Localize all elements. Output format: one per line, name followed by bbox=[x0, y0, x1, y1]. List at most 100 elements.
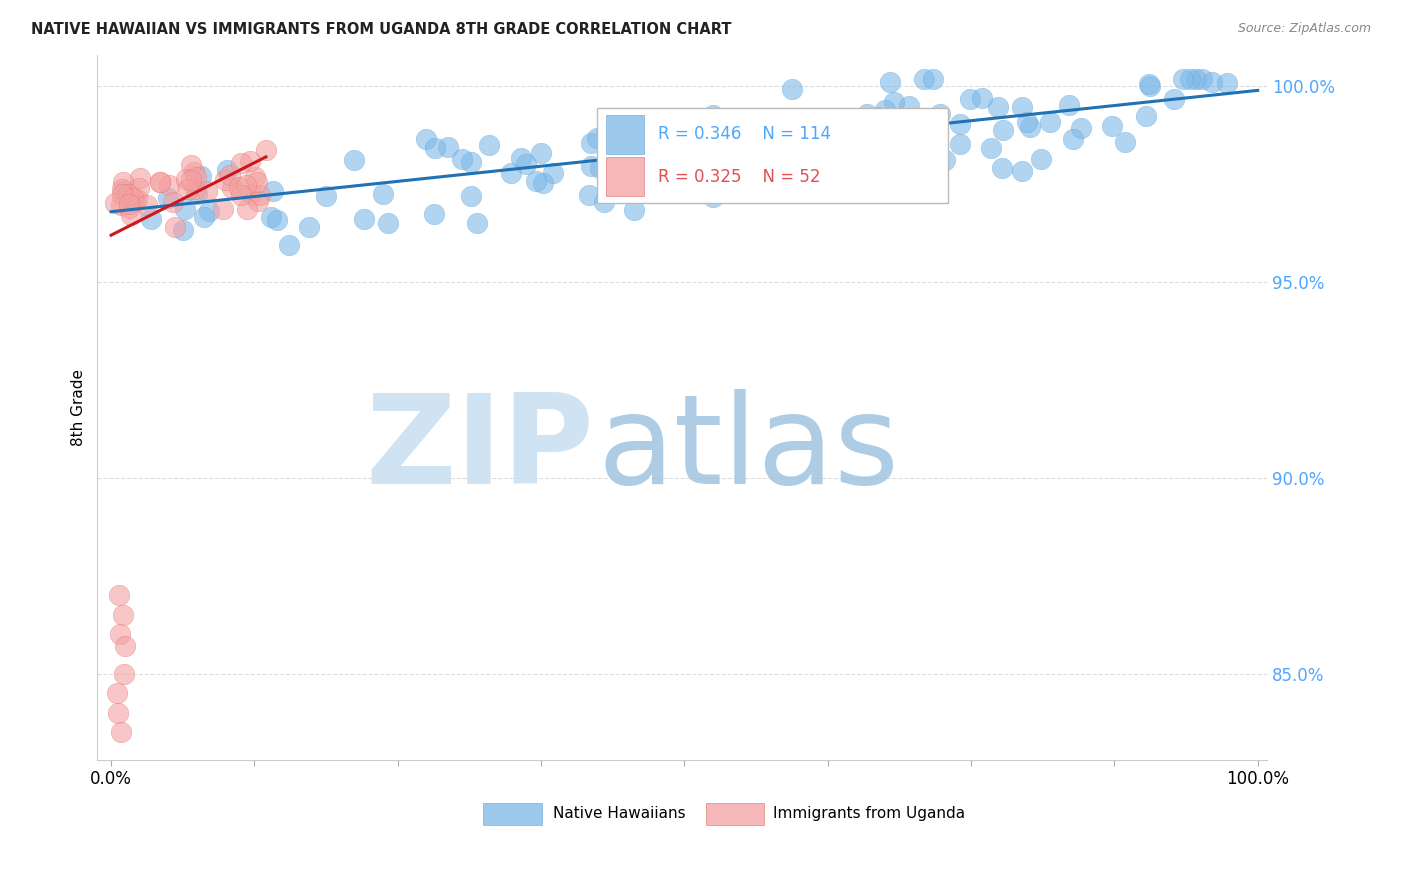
Point bbox=[531, 176, 554, 190]
Point bbox=[1135, 109, 1157, 123]
Point bbox=[634, 161, 657, 175]
Point bbox=[111, 607, 134, 622]
FancyBboxPatch shape bbox=[706, 803, 763, 825]
Point bbox=[993, 123, 1015, 137]
Point bbox=[117, 201, 139, 215]
Point bbox=[934, 153, 956, 168]
Point bbox=[112, 666, 135, 681]
Point bbox=[105, 686, 128, 700]
Point bbox=[174, 171, 197, 186]
Point bbox=[645, 131, 668, 145]
Point bbox=[120, 194, 142, 209]
Point bbox=[1029, 153, 1052, 167]
Point bbox=[353, 211, 375, 226]
Point bbox=[228, 179, 250, 194]
Point bbox=[921, 71, 943, 86]
Point bbox=[260, 210, 283, 224]
Point bbox=[460, 155, 482, 169]
Point bbox=[183, 164, 205, 178]
Point bbox=[1191, 71, 1213, 86]
Point bbox=[510, 151, 533, 165]
Point bbox=[883, 95, 905, 109]
Point bbox=[214, 172, 236, 186]
Point bbox=[1163, 92, 1185, 106]
Point bbox=[790, 149, 813, 163]
Point bbox=[377, 216, 399, 230]
Point bbox=[162, 195, 184, 210]
Point bbox=[343, 153, 366, 167]
Point bbox=[108, 588, 131, 602]
Point bbox=[702, 108, 724, 122]
Point bbox=[235, 202, 257, 217]
Point bbox=[1216, 76, 1239, 90]
Point bbox=[630, 163, 652, 178]
Point bbox=[186, 187, 208, 202]
Point bbox=[127, 192, 149, 206]
Point bbox=[990, 161, 1012, 176]
Y-axis label: 8th Grade: 8th Grade bbox=[72, 369, 86, 446]
Point bbox=[515, 157, 537, 171]
Point bbox=[659, 120, 682, 134]
Point bbox=[1019, 120, 1042, 134]
Point bbox=[623, 202, 645, 217]
Point bbox=[172, 222, 194, 236]
Point bbox=[949, 117, 972, 131]
Point bbox=[1114, 135, 1136, 149]
Point bbox=[423, 141, 446, 155]
Point bbox=[789, 171, 811, 186]
Point bbox=[1011, 100, 1033, 114]
Text: atlas: atlas bbox=[598, 389, 900, 510]
FancyBboxPatch shape bbox=[606, 157, 644, 196]
Point bbox=[139, 212, 162, 227]
Point bbox=[249, 188, 271, 202]
Point bbox=[111, 175, 134, 189]
Point bbox=[640, 137, 662, 152]
Point bbox=[215, 162, 238, 177]
Point bbox=[723, 169, 745, 184]
Point bbox=[987, 100, 1010, 114]
Point bbox=[128, 181, 150, 195]
Point bbox=[578, 188, 600, 202]
Point bbox=[157, 178, 180, 193]
Point bbox=[229, 156, 252, 170]
Point bbox=[190, 169, 212, 184]
Point bbox=[586, 131, 609, 145]
Point bbox=[1101, 120, 1123, 134]
Point bbox=[266, 212, 288, 227]
Point bbox=[676, 139, 699, 153]
Point bbox=[1139, 79, 1161, 94]
Point bbox=[970, 91, 993, 105]
Point bbox=[634, 143, 657, 157]
Point bbox=[524, 174, 547, 188]
Point bbox=[315, 189, 337, 203]
FancyBboxPatch shape bbox=[596, 108, 948, 203]
Point bbox=[530, 145, 553, 160]
FancyBboxPatch shape bbox=[606, 115, 644, 153]
Point bbox=[617, 163, 640, 178]
FancyBboxPatch shape bbox=[484, 803, 541, 825]
Point bbox=[465, 216, 488, 230]
Point bbox=[731, 161, 754, 175]
Point bbox=[114, 639, 136, 653]
Point bbox=[606, 175, 628, 189]
Point bbox=[415, 132, 437, 146]
Point bbox=[593, 194, 616, 209]
Point bbox=[1062, 132, 1084, 146]
Text: Immigrants from Uganda: Immigrants from Uganda bbox=[773, 806, 966, 822]
Point bbox=[177, 182, 200, 196]
Point bbox=[579, 136, 602, 150]
Text: NATIVE HAWAIIAN VS IMMIGRANTS FROM UGANDA 8TH GRADE CORRELATION CHART: NATIVE HAWAIIAN VS IMMIGRANTS FROM UGAND… bbox=[31, 22, 731, 37]
Point bbox=[758, 133, 780, 147]
Point bbox=[588, 161, 610, 175]
Point bbox=[651, 156, 673, 170]
Point bbox=[262, 184, 284, 198]
Point bbox=[451, 152, 474, 166]
Point bbox=[193, 211, 215, 225]
Point bbox=[460, 189, 482, 203]
Point bbox=[117, 187, 139, 202]
Point bbox=[235, 178, 257, 193]
Point bbox=[437, 140, 460, 154]
Point bbox=[212, 202, 235, 216]
Point bbox=[197, 203, 219, 218]
Point bbox=[912, 71, 935, 86]
